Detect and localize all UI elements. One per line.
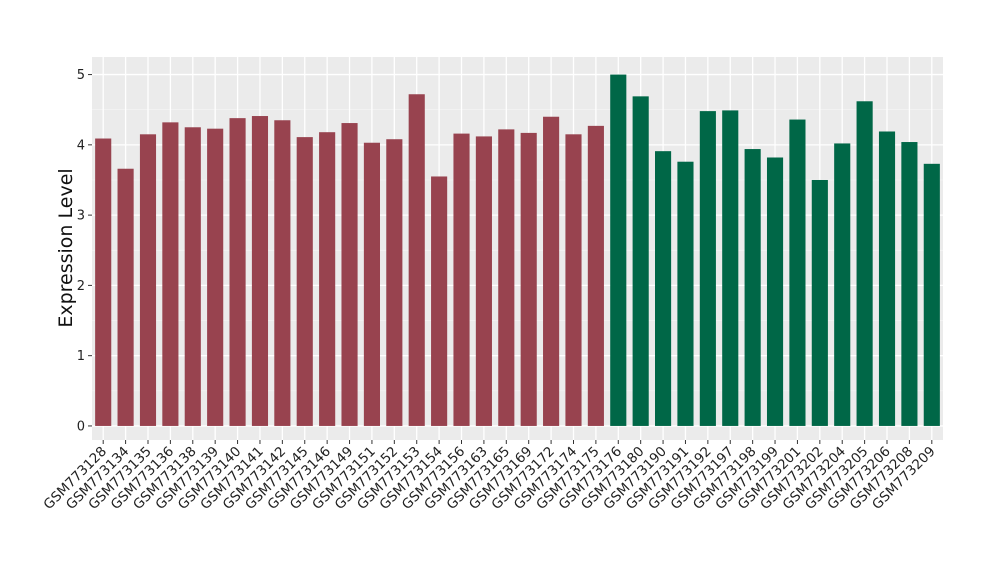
bar [117, 168, 134, 426]
bar [610, 74, 627, 426]
bar [520, 132, 537, 426]
bar [766, 157, 784, 426]
bar [207, 128, 224, 426]
y-tick-label: 0 [77, 419, 85, 434]
y-axis-title: Expression Level [55, 168, 77, 327]
y-tick-label: 3 [77, 209, 85, 224]
bar [677, 161, 694, 426]
bar [565, 134, 582, 426]
bar [363, 142, 380, 426]
bar [229, 118, 246, 426]
bar [386, 139, 403, 426]
bar-series [95, 74, 940, 426]
bar [251, 116, 269, 426]
y-axis: 0 1 2 3 4 5 [77, 68, 92, 434]
bar [543, 116, 560, 426]
bar [139, 134, 157, 426]
bar [408, 94, 425, 426]
y-tick-label: 5 [77, 68, 85, 83]
bar [95, 138, 112, 426]
bar [184, 127, 201, 426]
y-tick-label: 4 [77, 138, 85, 153]
bar [811, 179, 828, 426]
bar [699, 111, 716, 426]
bar [296, 137, 313, 426]
bar [274, 120, 291, 426]
bar [856, 101, 873, 426]
bar [744, 149, 761, 426]
bar [834, 143, 851, 426]
bar [341, 123, 358, 426]
bar [632, 96, 649, 426]
bar [878, 131, 896, 426]
x-axis: GSM773128GSM773134GSM773135GSM773136GSM7… [41, 440, 939, 513]
bar [162, 122, 179, 426]
bar [319, 132, 336, 426]
bar [789, 119, 806, 426]
y-tick-label: 1 [77, 349, 85, 364]
bar [655, 151, 672, 426]
bar [475, 136, 492, 426]
bar [923, 163, 940, 426]
bar [453, 133, 470, 426]
bar [901, 142, 918, 426]
y-tick-label: 2 [77, 279, 85, 294]
bar [587, 125, 604, 426]
bar [498, 129, 515, 426]
bar [431, 176, 448, 426]
bar [722, 110, 739, 426]
